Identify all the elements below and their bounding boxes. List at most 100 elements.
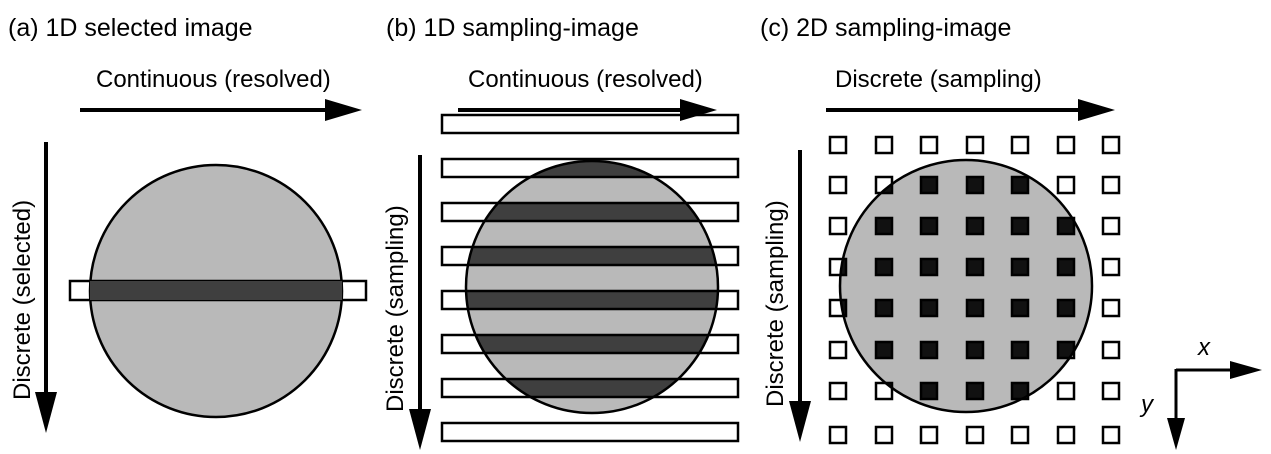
panel-c-sample-point (840, 342, 846, 358)
panel-c-sample-point (921, 300, 937, 316)
panel-a-vertical-label: Discrete (selected) (9, 200, 36, 400)
panel-b-sample-band (442, 115, 738, 133)
panel-c-sampling-square (965, 381, 985, 401)
panel-b-horizontal-label: Continuous (resolved) (468, 66, 703, 93)
panel-b-vertical-arrow (409, 155, 431, 450)
panel-c-sample-point (830, 137, 846, 153)
panel-c-sampling-square (1056, 216, 1076, 236)
panel-b-sample-band (466, 379, 718, 397)
panel-b-title: (b) 1D sampling-image (386, 14, 639, 42)
panel-c-sample-point (876, 137, 892, 153)
panel-c-sample-point (1103, 300, 1119, 316)
panel-c-vertical-arrow (789, 150, 811, 442)
panel-c-sampling-square (965, 175, 985, 195)
panel-c-sample-point (1058, 177, 1074, 193)
panel-c-horizontal-arrow (826, 99, 1115, 121)
panel-c-sample-point (921, 427, 937, 443)
panel-c-sampling-square (828, 340, 848, 360)
panel-c-sample-point (967, 300, 983, 316)
panel-c-sampling-square (965, 135, 985, 155)
coordinate-axes: x y (1139, 334, 1262, 450)
panel-b-sampling-strip (440, 157, 740, 179)
panel-c-sample-point (967, 218, 983, 234)
panel-a-horizontal-label: Continuous (resolved) (96, 66, 331, 93)
panel-c-sampling-square (1010, 135, 1030, 155)
panel-c-sample-point (1103, 383, 1119, 399)
panel-c-sampling-square (1101, 340, 1121, 360)
panel-c-sample-point (1012, 259, 1028, 275)
panel-c-sampling-square (965, 340, 985, 360)
panel-c-sampling-square (1010, 298, 1030, 318)
panel-b-sample-band (466, 247, 718, 265)
panel-b-sampling-strip (440, 333, 740, 355)
panel-c-sampling-square (828, 298, 848, 318)
panel-c-sample-point (1058, 218, 1074, 234)
panel-c-sampling-square (874, 425, 894, 445)
panel-a-selected-band (90, 281, 342, 300)
panel-c-vertical-label: Discrete (sampling) (762, 200, 789, 407)
panel-c-sample-point (876, 427, 892, 443)
panel-c-sample-point (1058, 300, 1074, 316)
panel-c-sample-point (1012, 137, 1028, 153)
panel-c-sample-point (967, 342, 983, 358)
panel-a: (a) 1D selected image Continuous (resolv… (8, 14, 368, 433)
panel-b-sampling-strip (440, 289, 740, 311)
panel-c-sampling-square (1101, 257, 1121, 277)
panel-b-sampling-strip (440, 113, 740, 135)
panel-c-sampling-square (1010, 425, 1030, 445)
panel-c-sample-point (1103, 218, 1119, 234)
panel-b-sampling-strip (440, 201, 740, 223)
panel-c-sampling-square (965, 216, 985, 236)
panel-b-circle-outline (464, 159, 720, 415)
panel-b-circle (466, 161, 718, 413)
panel-c-sampling-square (1056, 257, 1076, 277)
panel-b-sampling-strip (440, 377, 740, 399)
panel-c-sampling-square (1101, 216, 1121, 236)
panel-c-sample-point (1103, 342, 1119, 358)
panel-c-sampling-square (1101, 135, 1121, 155)
panel-c-sampling-square (1010, 257, 1030, 277)
panel-c-sampling-square (1010, 216, 1030, 236)
panel-c-sampling-square (1101, 381, 1121, 401)
panel-c-circle (840, 160, 1092, 412)
panel-c-sample-point (967, 259, 983, 275)
panel-c-sampling-square (1010, 175, 1030, 195)
panel-c-sample-point (830, 427, 846, 443)
panel-c-sample-point (967, 383, 983, 399)
panel-c-sampling-grid (828, 135, 1121, 445)
panel-c-sampling-square (919, 216, 939, 236)
panel-c-title: (c) 2D sampling-image (760, 14, 1011, 42)
panel-b-sample-band (466, 335, 718, 353)
panel-c-sample-point (1058, 137, 1074, 153)
panel-b-sampling-strip (440, 245, 740, 267)
panel-c-sampling-square (874, 216, 894, 236)
panel-b-horizontal-arrow (458, 99, 717, 121)
panel-c-sampling-square (828, 381, 848, 401)
panel-c-sampling-square (919, 340, 939, 360)
panel-c-sample-point (967, 177, 983, 193)
panel-c-sample-point (840, 383, 846, 399)
panel-c-sampling-square (919, 381, 939, 401)
panel-c-sample-point (967, 427, 983, 443)
panel-c: (c) 2D sampling-image Discrete (sampling… (760, 14, 1121, 445)
panel-c-sampling-square (828, 216, 848, 236)
panel-a-vertical-arrow (35, 142, 57, 433)
panel-c-sampling-square (965, 257, 985, 277)
panel-c-sampling-square (874, 257, 894, 277)
panel-a-horizontal-arrow (80, 99, 362, 121)
panel-c-sampling-square (828, 135, 848, 155)
panel-c-sample-point (1103, 177, 1119, 193)
panel-b-sample-band (466, 203, 718, 221)
panel-c-sampling-square (965, 298, 985, 318)
panel-c-sample-point (921, 218, 937, 234)
panel-c-sample-point (921, 259, 937, 275)
panel-c-sampling-square (828, 257, 848, 277)
panel-c-sample-point (1012, 177, 1028, 193)
panel-c-circle-outline (838, 158, 1094, 414)
panel-b: (b) 1D sampling-image Continuous (resolv… (382, 14, 740, 450)
panel-c-sampling-square (1056, 425, 1076, 445)
panel-c-sample-point (921, 383, 937, 399)
panel-c-sample-point (921, 177, 937, 193)
panel-c-sample-point (876, 300, 892, 316)
